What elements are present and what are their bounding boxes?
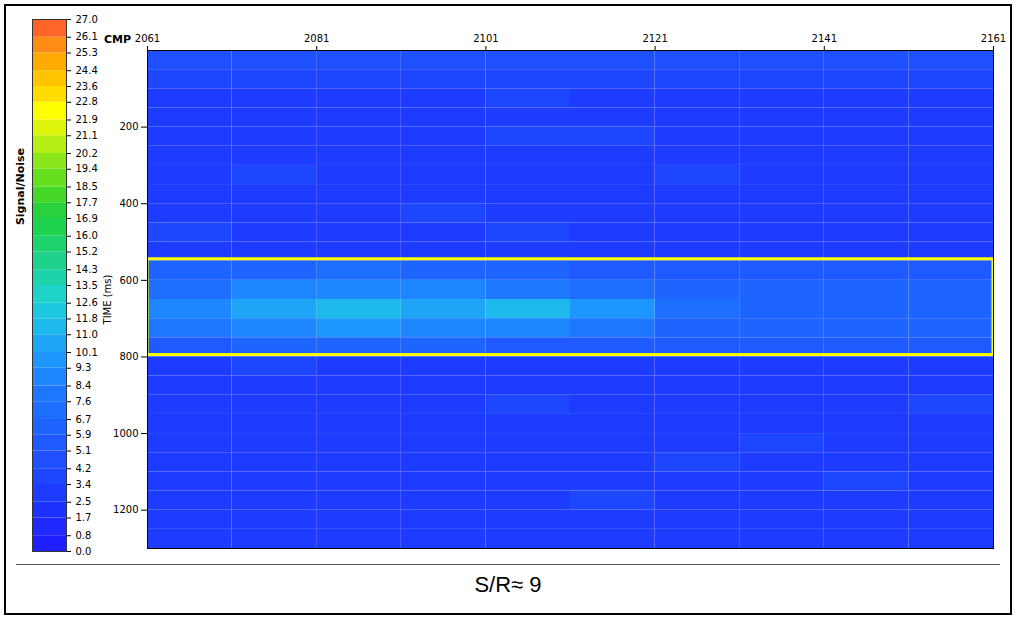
svg-text:2141: 2141 [812, 33, 837, 44]
svg-text:600: 600 [119, 275, 138, 286]
svg-text:18.5: 18.5 [76, 181, 98, 192]
svg-text:0.8: 0.8 [76, 530, 92, 541]
svg-text:3.4: 3.4 [76, 479, 92, 490]
svg-text:1000: 1000 [113, 428, 138, 439]
svg-text:17.7: 17.7 [76, 197, 98, 208]
svg-text:800: 800 [119, 351, 138, 362]
svg-text:21.9: 21.9 [76, 114, 98, 125]
svg-text:8.4: 8.4 [76, 380, 92, 391]
svg-text:2101: 2101 [473, 33, 498, 44]
svg-text:26.1: 26.1 [76, 31, 98, 42]
svg-text:400: 400 [119, 198, 138, 209]
svg-text:2081: 2081 [304, 33, 329, 44]
svg-text:15.2: 15.2 [76, 246, 98, 257]
svg-text:0.0: 0.0 [76, 546, 92, 557]
svg-text:6.7: 6.7 [76, 414, 92, 425]
svg-text:2161: 2161 [981, 33, 1006, 44]
svg-text:23.6: 23.6 [76, 81, 98, 92]
svg-text:12.6: 12.6 [76, 297, 98, 308]
svg-text:13.5: 13.5 [76, 280, 98, 291]
svg-text:2.5: 2.5 [76, 496, 92, 507]
svg-text:10.1: 10.1 [76, 347, 98, 358]
svg-text:16.0: 16.0 [76, 230, 98, 241]
html-text:S/R≈ 9: S/R≈ 9 [474, 572, 542, 597]
svg-text:22.8: 22.8 [76, 96, 98, 107]
svg-text:19.4: 19.4 [76, 163, 98, 174]
svg-text:5.1: 5.1 [76, 445, 92, 456]
svg-text:1.7: 1.7 [76, 512, 92, 523]
html-text:CMP: CMP [104, 33, 132, 46]
html-text:Signal/Noise: Signal/Noise [13, 147, 27, 226]
svg-text:27.0: 27.0 [76, 14, 98, 25]
svg-text:TIME (ms): TIME (ms) [102, 274, 113, 325]
svg-text:21.1: 21.1 [76, 130, 98, 141]
svg-text:11.0: 11.0 [76, 329, 98, 340]
svg-text:5.9: 5.9 [76, 429, 92, 440]
svg-text:2121: 2121 [642, 33, 667, 44]
svg-text:1200: 1200 [113, 504, 138, 515]
svg-text:24.4: 24.4 [76, 65, 98, 76]
svg-text:4.2: 4.2 [76, 463, 92, 474]
svg-text:2061: 2061 [135, 33, 160, 44]
svg-text:14.3: 14.3 [76, 264, 98, 275]
svg-text:7.6: 7.6 [76, 396, 92, 407]
svg-text:11.8: 11.8 [76, 313, 98, 324]
svg-text:20.2: 20.2 [76, 148, 98, 159]
svg-text:16.9: 16.9 [76, 213, 98, 224]
svg-text:200: 200 [119, 121, 138, 132]
svg-text:25.3: 25.3 [76, 47, 98, 58]
svg-text:9.3: 9.3 [76, 362, 92, 373]
